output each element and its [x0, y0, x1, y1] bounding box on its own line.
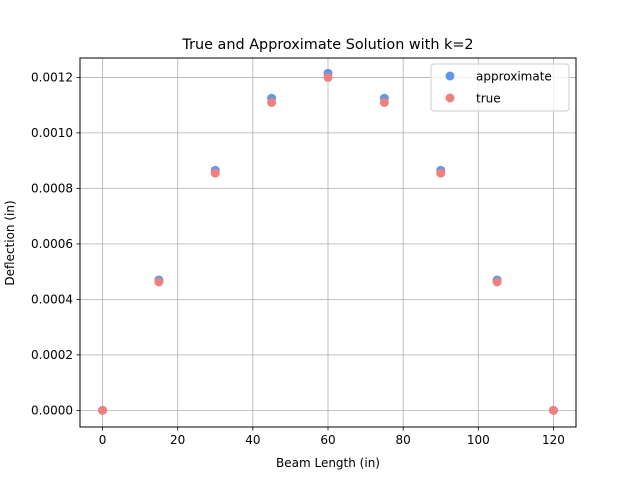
plot-area	[98, 68, 558, 415]
y-tick-label: 0.0008	[31, 182, 73, 196]
legend-box	[430, 63, 570, 112]
x-tick-label: 60	[320, 433, 335, 447]
x-tick-label: 120	[542, 433, 565, 447]
data-point-true	[436, 168, 446, 178]
legend-label-true: true	[476, 92, 501, 106]
data-point-true	[267, 97, 277, 107]
data-point-true	[98, 405, 108, 415]
data-point-true	[492, 277, 502, 287]
y-tick-label: 0.0000	[31, 404, 73, 418]
x-tick-label: 0	[99, 433, 107, 447]
x-tick-label: 20	[170, 433, 185, 447]
y-tick-label: 0.0012	[31, 71, 73, 85]
legend-marker-true	[445, 93, 455, 103]
data-point-true	[154, 277, 164, 287]
data-point-true	[323, 72, 333, 82]
x-tick-label: 80	[396, 433, 411, 447]
y-tick-label: 0.0002	[31, 348, 73, 362]
x-tick-label: 40	[245, 433, 260, 447]
y-tick-label: 0.0004	[31, 293, 73, 307]
x-axis-label: Beam Length (in)	[276, 456, 380, 470]
data-point-true	[379, 97, 389, 107]
chart-title: True and Approximate Solution with k=2	[181, 37, 473, 53]
y-axis-label: Deflection (in)	[3, 200, 17, 285]
legend-label-approximate: approximate	[476, 70, 552, 84]
data-point-true	[210, 168, 220, 178]
x-tick-label: 100	[467, 433, 490, 447]
y-tick-label: 0.0010	[31, 126, 73, 140]
legend: approximate true	[430, 63, 570, 112]
data-point-true	[548, 405, 558, 415]
y-tick-label: 0.0006	[31, 237, 73, 251]
axis-ticks: 0 20 40 60 80 100 120 0.0000 0.0002 0.0004 0.0006 0…	[31, 71, 565, 447]
legend-marker-approximate	[445, 71, 455, 81]
